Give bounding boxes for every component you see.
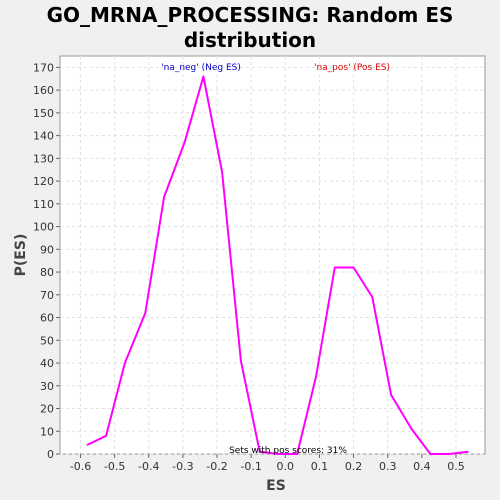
data-point: [352, 266, 355, 269]
y-axis-label: P(ES): [13, 234, 29, 277]
y-tick-label: 140: [33, 130, 54, 143]
y-tick-label: 160: [33, 84, 54, 97]
data-point: [183, 141, 186, 144]
x-tick-label: -0.3: [172, 460, 193, 473]
data-point: [448, 453, 450, 455]
data-point: [410, 428, 413, 430]
data-point: [124, 362, 126, 364]
y-tick-label: 60: [40, 312, 54, 325]
data-point: [221, 171, 223, 173]
data-point: [467, 450, 469, 453]
x-tick-label: 0.1: [311, 460, 329, 473]
grid-layer: [60, 56, 485, 455]
y-tick-label: 80: [40, 266, 54, 279]
chart-title-line-2: distribution: [184, 28, 316, 52]
series-layer: [86, 75, 469, 455]
y-tick-label: 0: [47, 448, 54, 461]
y-tick-label: 70: [40, 289, 54, 302]
y-tick-label: 110: [33, 198, 54, 211]
data-point: [315, 375, 317, 378]
chart-title-line-1: GO_MRNA_PROCESSING: Random ES: [47, 3, 454, 27]
annotation-pos-es: 'na_pos' (Pos ES): [314, 63, 390, 73]
y-tick-label: 30: [40, 380, 54, 393]
data-point: [429, 453, 432, 455]
data-point: [277, 453, 280, 455]
y-tick-label: 100: [33, 221, 54, 234]
y-tick-label: 150: [33, 107, 54, 120]
data-point: [371, 296, 374, 298]
x-tick-label: -0.5: [104, 460, 125, 473]
data-point: [144, 312, 147, 314]
y-tick-label: 10: [40, 425, 54, 438]
annotation-pos-scores: Sets with pos scores: 31%: [229, 446, 347, 456]
data-point: [296, 453, 299, 455]
y-tick-label: 20: [40, 403, 54, 416]
y-tick-label: 90: [40, 243, 54, 256]
x-tick-label: -0.2: [206, 460, 227, 473]
y-tick-label: 120: [33, 175, 54, 188]
x-tick-label: 0.4: [413, 460, 431, 473]
x-tick-label: 0.2: [345, 460, 363, 473]
y-tick-label: 170: [33, 61, 54, 74]
data-point: [105, 435, 107, 437]
x-tick-label: 0.3: [379, 460, 397, 473]
x-tick-label: -0.6: [70, 460, 91, 473]
x-tick-label: -0.4: [138, 460, 159, 473]
x-tick-label: 0.0: [277, 460, 295, 473]
annotation-neg-es: 'na_neg' (Neg ES): [161, 63, 241, 73]
x-tick-label: 0.5: [447, 460, 465, 473]
data-point: [86, 444, 89, 446]
y-tick-label: 130: [33, 152, 54, 165]
y-tick-label: 40: [40, 357, 54, 370]
x-axis-label: ES: [266, 478, 286, 494]
data-point: [202, 75, 205, 78]
axes-layer: 0 10 20 30 40 50 60 70 80 90 100 110 120 130 140 150 160…: [33, 61, 465, 473]
data-point: [333, 266, 336, 269]
data-point: [240, 359, 242, 362]
data-point: [390, 394, 392, 396]
data-point: [258, 450, 261, 453]
plot-area: [59, 55, 486, 455]
data-point: [163, 196, 165, 198]
y-tick-label: 50: [40, 334, 54, 347]
x-tick-label: -0.1: [240, 460, 261, 473]
